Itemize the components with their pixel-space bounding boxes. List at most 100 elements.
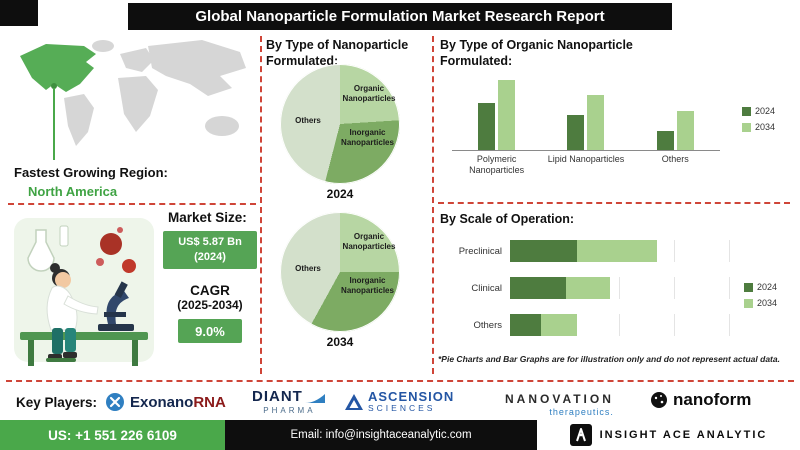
nanoform-text: nanoform — [673, 390, 752, 409]
scientist-head — [55, 272, 71, 288]
legend-item-2024: 2024 — [744, 282, 777, 292]
ascension-name: ASCENSION — [368, 389, 455, 404]
bar-2024 — [656, 130, 674, 150]
legend-item-2034: 2034 — [744, 298, 777, 308]
pie-label-organic: Organic Nanoparticles — [342, 84, 396, 104]
exonanorna-text: ExonanoRNA — [130, 394, 226, 411]
flask-icon — [27, 229, 55, 272]
diant-subtitle: PHARMA — [263, 406, 316, 415]
legend-label-2024: 2024 — [755, 106, 776, 116]
nanovation-name: NANOVATION — [505, 392, 614, 406]
page-title: Global Nanoparticle Formulation Market R… — [195, 8, 605, 25]
logo-nanovation: NANOVATION therapeutics. — [505, 392, 614, 417]
hbar-track — [510, 314, 732, 336]
asia-region — [148, 40, 246, 96]
pie-label-inorganic: Inorganic Nanoparticles — [341, 128, 394, 148]
bar-2034 — [587, 95, 605, 150]
ascension-triangle-icon — [345, 393, 363, 410]
email-banner: Email: info@insightaceanalytic.com — [225, 420, 537, 450]
region-label: Fastest Growing Region: — [14, 165, 168, 180]
pie-2034 — [280, 212, 400, 332]
divider-bottom — [6, 380, 794, 382]
ascension-text: ASCENSION SCIENCES — [368, 389, 455, 414]
divider-vertical-1 — [260, 36, 262, 374]
pies-section-heading: By Type of Nanoparticle Formulated: — [266, 38, 409, 69]
exonano-part: Exonano — [130, 393, 194, 411]
legend-label-2034: 2034 — [755, 122, 776, 132]
disclaimer-footnote: *Pie Charts and Bar Graphs are for illus… — [438, 354, 780, 364]
hbar-category-label: Clinical — [471, 282, 502, 294]
bar-2034 — [576, 240, 657, 262]
insight-ace-logo-icon — [569, 424, 592, 446]
europe-region — [120, 48, 154, 72]
exonanorna-icon — [106, 393, 124, 411]
bar-2024 — [478, 103, 496, 150]
region-pin-icon — [51, 83, 57, 89]
desk — [20, 332, 148, 340]
bar-2024 — [510, 314, 542, 336]
organic-bar-chart — [452, 72, 720, 151]
market-size-year: (2024) — [194, 251, 226, 263]
test-tube-icon — [59, 225, 69, 247]
pie-year-2034: 2034 — [326, 335, 354, 349]
hbar-track — [510, 277, 732, 299]
pie-year-2024: 2024 — [326, 187, 354, 201]
cagr-label: CAGR — [190, 283, 230, 298]
diant-name: DIANT — [252, 388, 303, 405]
legend-label-2024: 2024 — [757, 282, 778, 292]
scientist-illustration — [14, 218, 154, 366]
nanovation-subtitle: therapeutics. — [549, 407, 614, 417]
bar-2034 — [565, 277, 610, 299]
bar-group — [567, 72, 605, 150]
key-players-label: Key Players: — [16, 395, 98, 410]
north-america-region — [20, 44, 96, 92]
legend-swatch-2034 — [744, 298, 753, 308]
world-map — [20, 40, 246, 160]
scale-section-heading: By Scale of Operation: — [440, 212, 575, 226]
organic-bar-chart-labels: Polymeric Nanoparticles Lipid Nanoparticl… — [452, 154, 720, 177]
desk-leg-left — [28, 340, 34, 366]
pie-chart-2034: Organic Nanoparticles Inorganic Nanopart… — [280, 212, 400, 332]
scientist-leg-left — [52, 328, 63, 354]
bar-2024 — [510, 277, 566, 299]
legend-swatch-2034 — [742, 122, 751, 132]
hbar-category-label: Others — [473, 319, 502, 331]
legend-swatch-2024 — [742, 106, 751, 116]
market-size-value: US$ 5.87 Bn — [178, 236, 242, 249]
bar-2024 — [510, 240, 577, 262]
divider-vertical-2 — [432, 36, 434, 374]
stool — [46, 358, 76, 362]
molecule-blob-large — [100, 233, 122, 255]
region-value: North America — [28, 183, 118, 199]
logo-ascension-sciences: ASCENSION SCIENCES — [345, 389, 455, 414]
bar-category-label: Lipid Nanoparticles — [547, 154, 625, 164]
australia-region — [205, 116, 239, 136]
legend-swatch-2024 — [744, 282, 753, 292]
bar-category-label: Others — [661, 154, 689, 164]
bar-2024 — [567, 114, 585, 150]
cagr-period: (2025-2034) — [177, 298, 243, 312]
microscope-eyepiece — [114, 281, 128, 298]
bar-2034 — [541, 314, 577, 336]
scale-chart-legend: 2024 2034 — [744, 282, 777, 308]
pie-chart-2024: Organic Nanoparticles Inorganic Nanopart… — [280, 64, 400, 184]
bar-2034 — [676, 111, 694, 150]
ascension-subtitle: SCIENCES — [368, 403, 436, 414]
legend-label-2034: 2034 — [757, 298, 778, 308]
phone-banner: US: +1 551 226 6109 — [0, 420, 225, 450]
organic-chart-legend: 2024 2034 — [742, 106, 775, 132]
bar-2034 — [498, 79, 516, 150]
hbar-category-label: Preclinical — [458, 245, 502, 257]
divider-right — [438, 202, 790, 204]
pie-label-others: Others — [295, 264, 321, 273]
molecule-dot — [117, 227, 123, 233]
scale-bar-chart: Preclinical Clinical Others — [440, 240, 732, 336]
hbar-track — [510, 240, 732, 262]
bar-group — [478, 72, 516, 150]
scientist-leg-right — [65, 328, 76, 352]
cagr-value-box: 9.0% — [178, 319, 242, 343]
rna-part: RNA — [193, 393, 226, 411]
molecule-blob-small — [96, 258, 104, 266]
pie-label-inorganic: Inorganic Nanoparticles — [341, 276, 394, 296]
